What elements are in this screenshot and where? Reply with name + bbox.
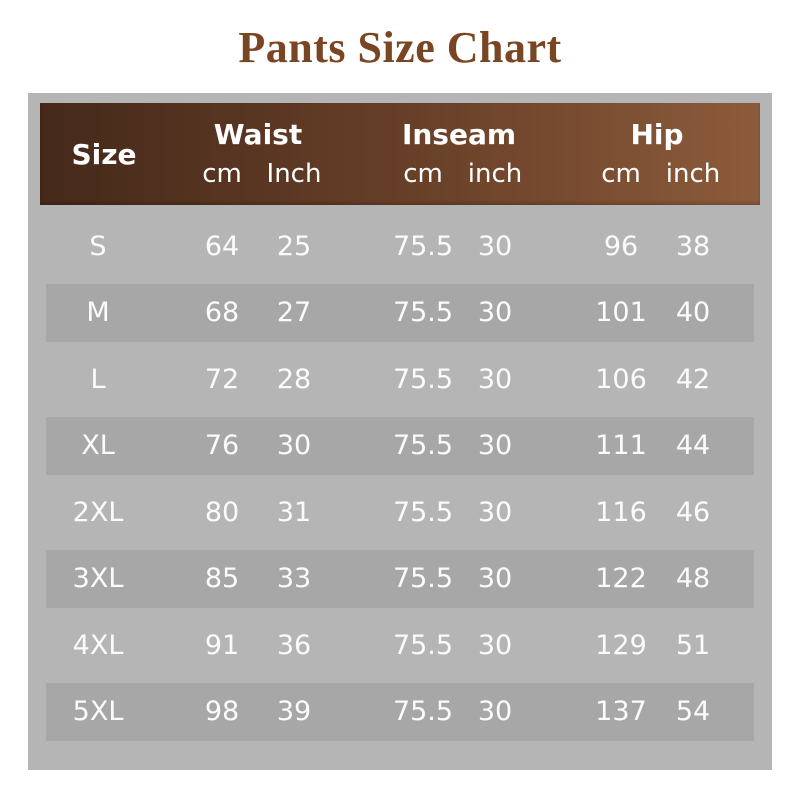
cell-hip-inch: 51 xyxy=(675,629,711,661)
cell-waist-inch: 30 xyxy=(276,430,312,462)
cell-size: S xyxy=(89,230,107,262)
cell-inseam-inch: 30 xyxy=(477,563,513,595)
cell-inseam-cm: 75.5 xyxy=(392,629,454,661)
column-header-hip: Hip xyxy=(630,118,684,151)
cell-waist-cm: 91 xyxy=(204,629,240,661)
cell-waist-cm: 85 xyxy=(204,563,240,595)
cell-size: 2XL xyxy=(72,496,124,528)
cell-inseam-inch: 30 xyxy=(477,297,513,329)
subheader-waist-inch: Inch xyxy=(266,159,322,189)
cell-hip-cm: 106 xyxy=(595,363,647,395)
cell-hip-cm: 129 xyxy=(595,629,647,661)
table-row-4xl: 4XL 91 36 75.5 30 129 51 xyxy=(28,612,772,679)
table-row-s: S 64 25 75.5 30 96 38 xyxy=(28,213,772,280)
cell-size: 4XL xyxy=(72,629,124,661)
cell-inseam-cm: 75.5 xyxy=(392,496,454,528)
table-row-m: M 68 27 75.5 30 101 40 xyxy=(28,280,772,347)
column-group-inseam: Inseam cm inch xyxy=(387,103,531,205)
cell-hip-cm: 137 xyxy=(595,696,647,728)
cell-waist-cm: 68 xyxy=(204,297,240,329)
cell-hip-inch: 48 xyxy=(675,563,711,595)
column-header-size: Size xyxy=(71,137,137,171)
cell-inseam-inch: 30 xyxy=(477,230,513,262)
cell-inseam-cm: 75.5 xyxy=(392,297,454,329)
cell-inseam-inch: 30 xyxy=(477,696,513,728)
cell-inseam-inch: 30 xyxy=(477,430,513,462)
cell-size: M xyxy=(86,297,110,329)
waist-subheaders: cm Inch xyxy=(186,160,330,188)
cell-hip-inch: 54 xyxy=(675,696,711,728)
table-body: S 64 25 75.5 30 96 38 M 68 27 75.5 30 10… xyxy=(28,213,772,745)
cell-waist-inch: 28 xyxy=(276,363,312,395)
size-chart-table: Size Waist cm Inch Inseam cm inch Hip cm… xyxy=(28,93,772,770)
cell-size: L xyxy=(90,363,106,395)
table-row-l: L 72 28 75.5 30 106 42 xyxy=(28,346,772,413)
table-row-2xl: 2XL 80 31 75.5 30 116 46 xyxy=(28,479,772,546)
table-row-xl: XL 76 30 75.5 30 111 44 xyxy=(28,413,772,480)
cell-inseam-inch: 30 xyxy=(477,496,513,528)
column-group-hip: Hip cm inch xyxy=(585,103,729,205)
subheader-hip-cm: cm xyxy=(601,159,641,189)
cell-hip-inch: 40 xyxy=(675,297,711,329)
cell-inseam-cm: 75.5 xyxy=(392,430,454,462)
column-header-inseam: Inseam xyxy=(401,118,517,151)
cell-size: XL xyxy=(81,430,115,462)
cell-inseam-cm: 75.5 xyxy=(392,230,454,262)
cell-inseam-inch: 30 xyxy=(477,629,513,661)
cell-hip-cm: 116 xyxy=(595,496,647,528)
cell-hip-inch: 42 xyxy=(675,363,711,395)
cell-inseam-cm: 75.5 xyxy=(392,563,454,595)
page-title: Pants Size Chart xyxy=(238,23,562,72)
table-row-3xl: 3XL 85 33 75.5 30 122 48 xyxy=(28,546,772,613)
cell-hip-cm: 101 xyxy=(595,297,647,329)
hip-subheaders: cm inch xyxy=(585,160,729,188)
table-header: Size Waist cm Inch Inseam cm inch Hip cm… xyxy=(40,103,760,205)
cell-waist-cm: 64 xyxy=(204,230,240,262)
subheader-inseam-cm: cm xyxy=(403,159,443,189)
cell-waist-inch: 33 xyxy=(276,563,312,595)
cell-inseam-cm: 75.5 xyxy=(392,363,454,395)
cell-size: 3XL xyxy=(72,563,124,595)
column-group-waist: Waist cm Inch xyxy=(186,103,330,205)
cell-waist-cm: 76 xyxy=(204,430,240,462)
subheader-waist-cm: cm xyxy=(202,159,242,189)
cell-waist-inch: 25 xyxy=(276,230,312,262)
cell-waist-inch: 27 xyxy=(276,297,312,329)
column-header-waist: Waist xyxy=(213,118,303,151)
subheader-hip-inch: inch xyxy=(665,159,721,189)
cell-waist-inch: 39 xyxy=(276,696,312,728)
cell-waist-inch: 36 xyxy=(276,629,312,661)
cell-hip-cm: 111 xyxy=(595,430,647,462)
cell-waist-inch: 31 xyxy=(276,496,312,528)
cell-hip-cm: 96 xyxy=(603,230,639,262)
cell-hip-cm: 122 xyxy=(595,563,647,595)
cell-size: 5XL xyxy=(72,696,124,728)
cell-waist-cm: 80 xyxy=(204,496,240,528)
cell-waist-cm: 72 xyxy=(204,363,240,395)
cell-hip-inch: 46 xyxy=(675,496,711,528)
subheader-inseam-inch: inch xyxy=(467,159,523,189)
cell-inseam-inch: 30 xyxy=(477,363,513,395)
cell-hip-inch: 44 xyxy=(675,430,711,462)
cell-inseam-cm: 75.5 xyxy=(392,696,454,728)
cell-waist-cm: 98 xyxy=(204,696,240,728)
cell-hip-inch: 38 xyxy=(675,230,711,262)
table-row-5xl: 5XL 98 39 75.5 30 137 54 xyxy=(28,679,772,746)
inseam-subheaders: cm inch xyxy=(387,160,531,188)
